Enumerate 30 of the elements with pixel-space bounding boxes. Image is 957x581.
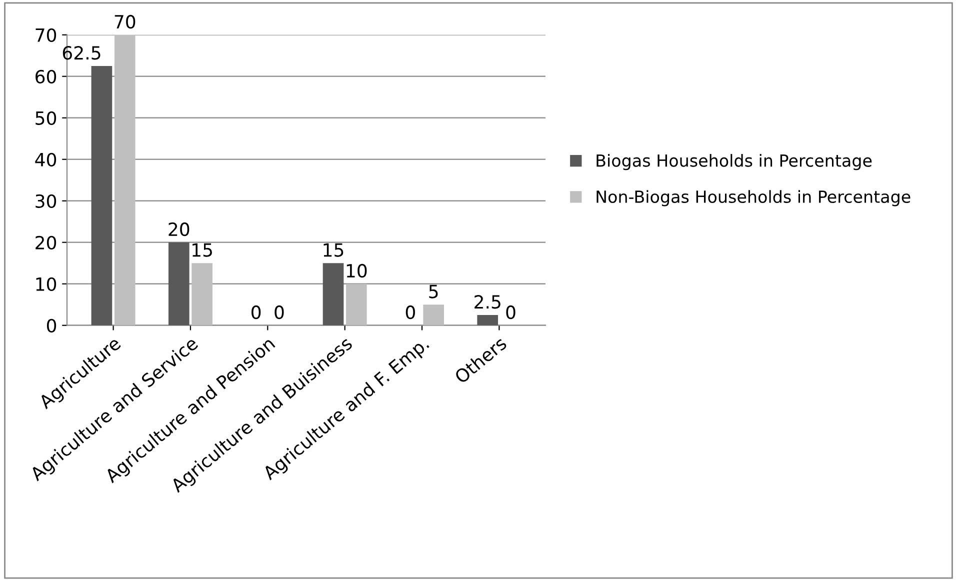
data-label: 2.5 [474,295,500,309]
y-tick-label: 20 [36,236,56,250]
data-label: 15 [324,243,344,257]
bar [322,263,344,326]
data-label: 20 [168,222,190,236]
y-tick-label: 0 [46,318,56,332]
data-label: 70 [114,14,136,29]
y-tick-label: 10 [36,277,56,291]
bar [91,66,112,326]
legend-label: Biogas Households in Percentage [596,154,872,170]
data-label: 0 [274,305,284,320]
legend-label: Non-Biogas Households in Percentage [596,190,910,206]
bar [477,314,498,326]
data-label: 0 [506,305,516,320]
data-label: 5 [429,284,438,298]
data-label: 10 [346,264,367,278]
bar [168,242,190,326]
bar [114,34,136,326]
data-label: 0 [406,305,415,320]
data-label: 15 [192,243,212,257]
y-tick-label: 50 [36,111,56,125]
bar [346,284,367,326]
bar [192,263,212,326]
y-tick-label: 30 [36,194,56,208]
y-tick-label: 70 [36,28,56,42]
data-label: 0 [252,305,261,320]
bar [423,304,444,326]
y-tick-label: 60 [36,70,56,84]
y-tick-label: 40 [35,152,56,166]
data-label: 62.5 [62,46,100,60]
